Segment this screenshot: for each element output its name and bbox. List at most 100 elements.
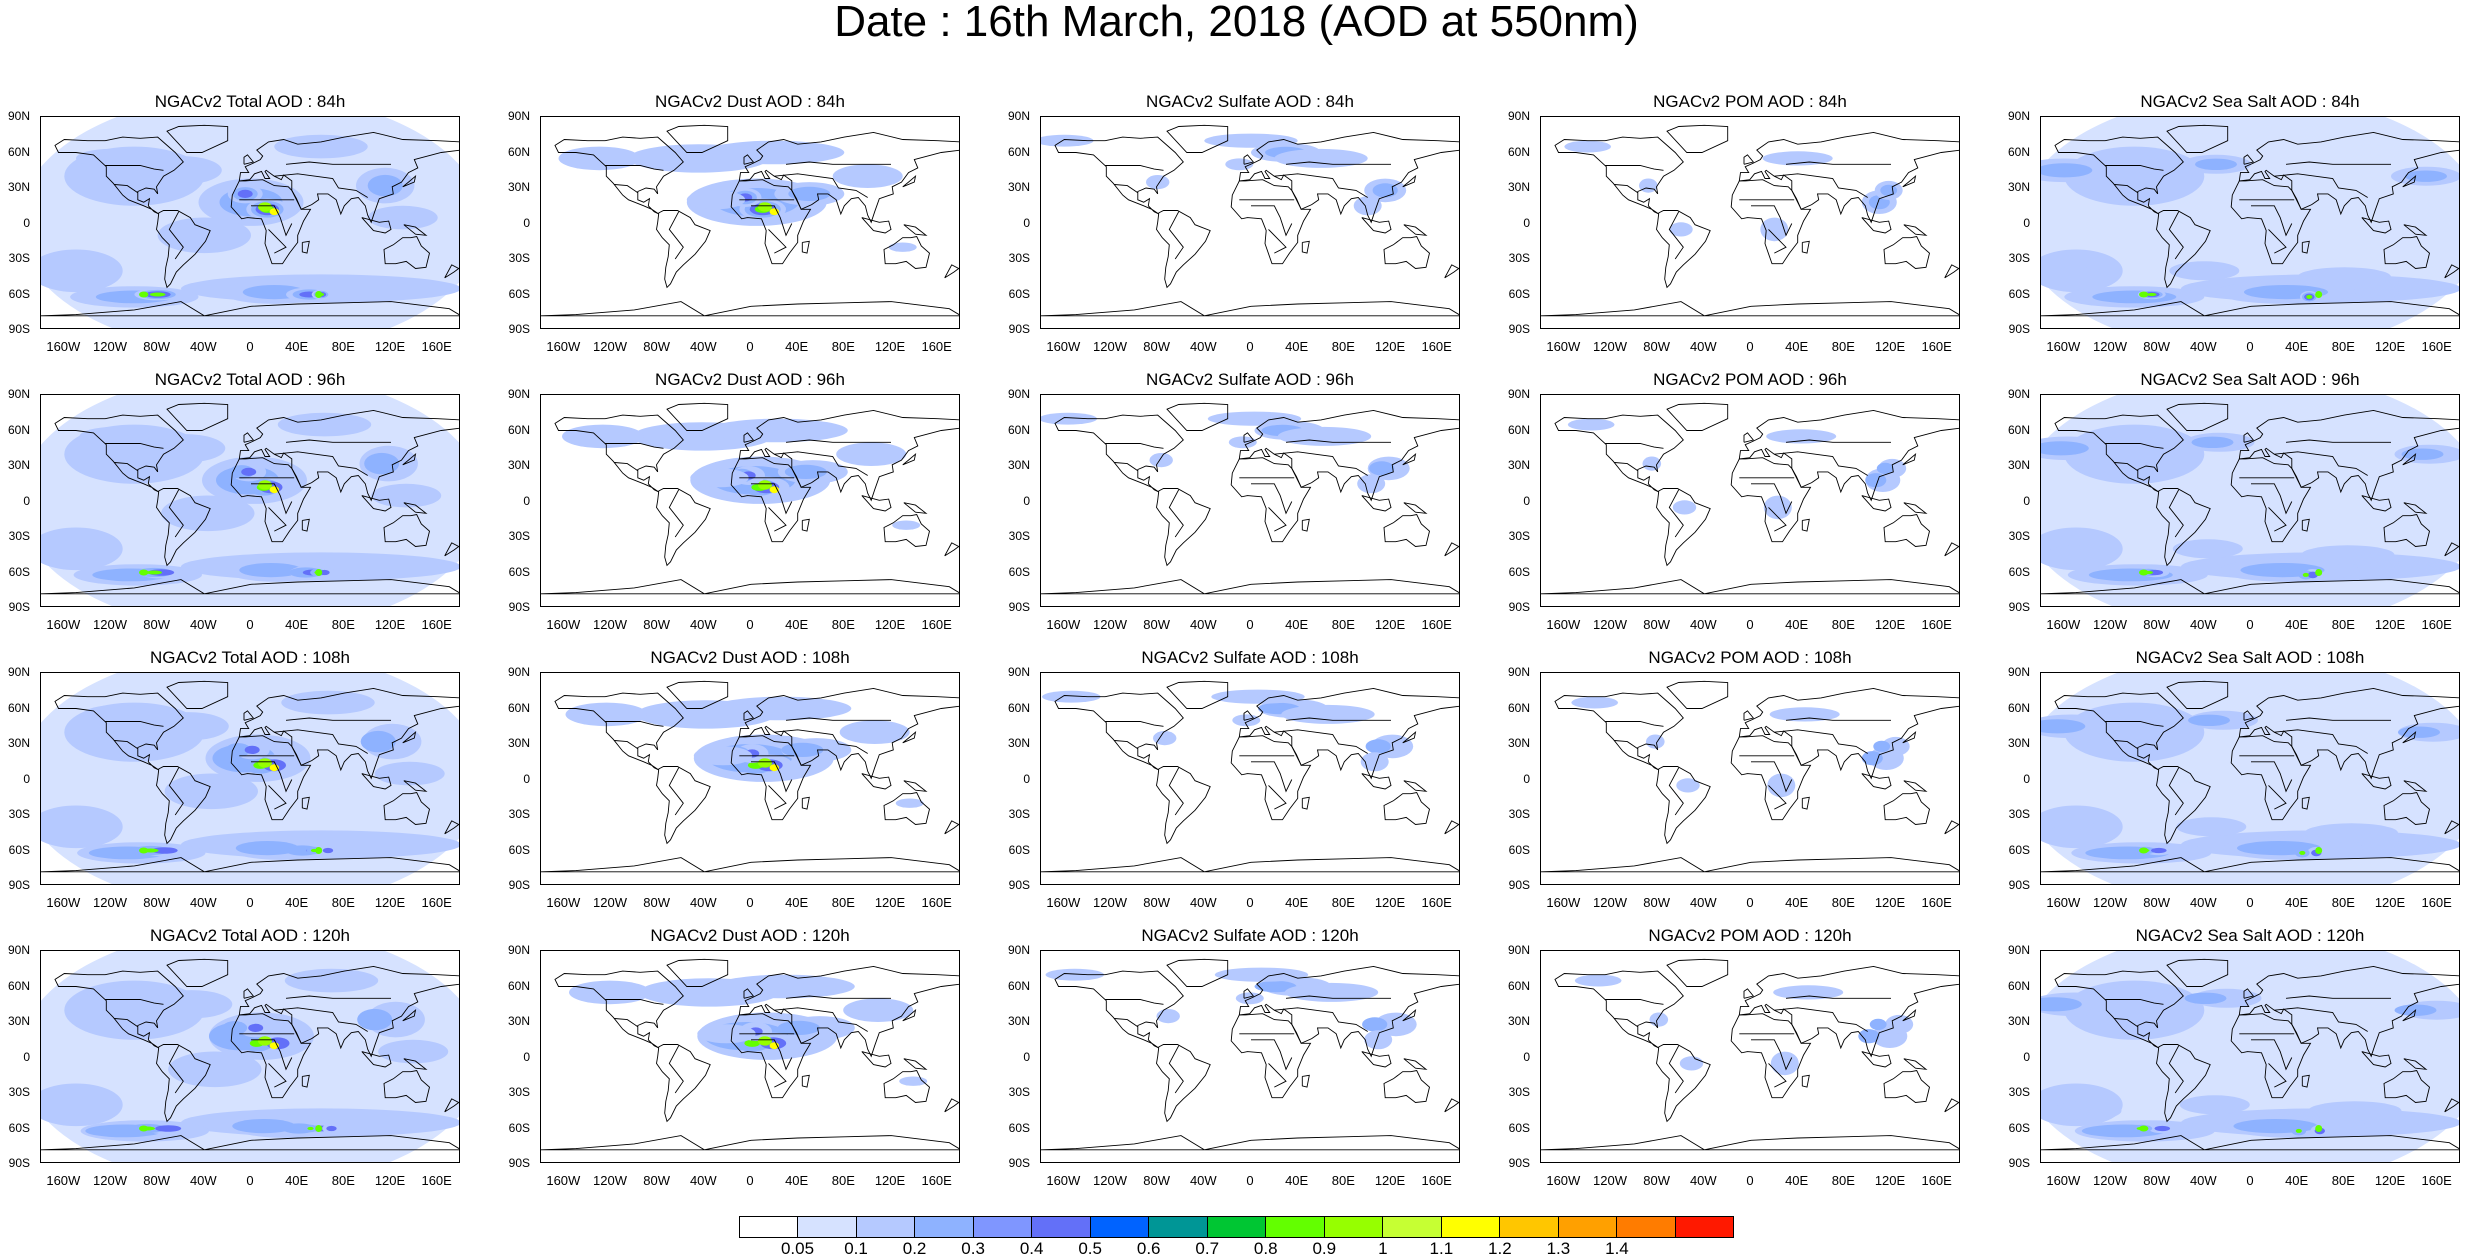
panel-title: NGACv2 Sulfate AOD : 96h [1146, 370, 1354, 389]
border-line [861, 1051, 892, 1068]
aod-field-patch [693, 746, 753, 766]
lon-tick-label: 40W [689, 617, 717, 632]
aod-field-patch [758, 202, 772, 212]
border-line [2285, 161, 2391, 165]
aod-map [1541, 958, 1959, 1151]
lon-tick-label: 40E [2285, 1173, 2309, 1188]
border-line [2105, 165, 2164, 171]
border-line [1114, 462, 1139, 472]
coastline [1238, 965, 1459, 1058]
coastline [1166, 680, 1229, 709]
border-line [1614, 184, 1639, 194]
border-line [274, 1007, 368, 1032]
map-panel-total: NGACv2 Total AOD : 108h 90N 60N 30N 0 30S 60S 9… [0, 648, 500, 918]
lon-tick-label: 160W [1546, 1173, 1581, 1188]
border-line [768, 785, 787, 810]
aod-field-patch [150, 990, 233, 1019]
panel-title: NGACv2 Dust AOD : 84h [655, 92, 845, 111]
aod-field-patch [1869, 1018, 1887, 1031]
border-line [1403, 224, 1428, 236]
aod-map [1041, 680, 1459, 873]
map-panel-dust: NGACv2 Dust AOD : 108h 90N 60N 30N 0 30S 60S 90… [500, 648, 1000, 918]
coastline [2383, 1069, 2431, 1103]
aod-field-patch [1277, 426, 1372, 446]
aod-field-patch [235, 841, 299, 856]
border-line [402, 1009, 417, 1022]
border-line [1274, 173, 1368, 198]
border-line [1444, 542, 1459, 557]
lon-tick-label: 120E [1374, 1173, 1406, 1188]
border-line [444, 264, 459, 279]
lat-tick-label: 90S [508, 322, 530, 336]
border-line [743, 432, 755, 443]
aod-field-patch [1571, 696, 1618, 709]
aod-field-patch [1865, 473, 1887, 488]
lon-tick-label: 80E [1331, 895, 1355, 910]
map-frame [1540, 950, 1960, 1163]
border-line [785, 717, 891, 721]
aod-field-patch [895, 798, 924, 808]
border-line [605, 721, 664, 727]
lat-tick-label: 90S [508, 600, 530, 614]
border-line [1403, 502, 1428, 514]
lon-tick-label: 40E [1785, 339, 1809, 354]
map-frame [540, 116, 960, 329]
lat-tick-label: 0 [1023, 493, 1030, 508]
border-line [801, 796, 810, 810]
lat-tick-label: 30N [507, 180, 530, 194]
lon-tick-label: 80W [2143, 1173, 2171, 1188]
aod-field-patch [2191, 436, 2234, 448]
map-frame [40, 394, 460, 607]
border-line [2168, 211, 2184, 260]
border-line [1668, 767, 1684, 816]
aod-field-patch [371, 483, 442, 508]
border-line [751, 483, 793, 515]
border-line [903, 1058, 928, 1070]
aod-field-patch [1760, 217, 1789, 242]
lon-tick-label: 80W [1143, 895, 1171, 910]
aod-map [41, 673, 459, 884]
border-line [1168, 767, 1184, 816]
lon-tick-label: 80E [1331, 1173, 1355, 1188]
aod-field-patch [1679, 1056, 1704, 1071]
lat-tick-label: 60N [2007, 422, 2030, 437]
lat-tick-label: 0 [2023, 1049, 2030, 1064]
lat-tick-label: 60S [2008, 286, 2030, 301]
map-panel-dust: NGACv2 Dust AOD : 120h 90N 60N 30N 0 30S 60S 90… [500, 926, 1000, 1196]
lon-tick-label: 40W [189, 895, 217, 910]
border-line [1268, 229, 1287, 254]
aod-field-patch [2302, 572, 2309, 577]
border-line [614, 462, 639, 472]
aod-field-patch [2315, 1125, 2323, 1132]
aod-field-patch [1876, 462, 1894, 475]
coastline [166, 124, 229, 153]
coastline [1554, 136, 1684, 215]
lon-tick-label: 120E [1874, 895, 1906, 910]
panel-title: NGACv2 Total AOD : 96h [154, 370, 346, 389]
border-line [251, 205, 293, 237]
border-line [774, 173, 868, 198]
aod-field-patch [41, 527, 123, 571]
coastline [1730, 457, 1812, 543]
border-line [1243, 154, 1255, 165]
border-line [2243, 710, 2255, 721]
lat-tick-label: 60N [2007, 144, 2030, 159]
lon-tick-label: 80W [643, 1173, 671, 1188]
lon-tick-label: 120E [2374, 895, 2406, 910]
border-line [2285, 439, 2391, 443]
lat-tick-label: 60N [7, 422, 30, 437]
lon-tick-label: 160E [921, 617, 952, 632]
aod-field-patch [1763, 495, 1792, 520]
border-line [2274, 451, 2368, 476]
lon-tick-label: 160W [546, 895, 581, 910]
map-panel-pom: NGACv2 POM AOD : 120h 90N 60N 30N 0 30S 60S 90S… [1500, 926, 2000, 1196]
lat-tick-label: 90S [1008, 878, 1030, 892]
lon-tick-label: 0 [1246, 1173, 1254, 1188]
panel-title: NGACv2 Sea Salt AOD : 108h [2135, 648, 2365, 667]
colorbar-cell [973, 1217, 1033, 1237]
aod-field-patch [1353, 196, 1382, 216]
map-frame [2040, 394, 2460, 607]
aod-map [41, 395, 459, 606]
lon-tick-label: 0 [746, 339, 754, 354]
border-line [2361, 217, 2392, 234]
